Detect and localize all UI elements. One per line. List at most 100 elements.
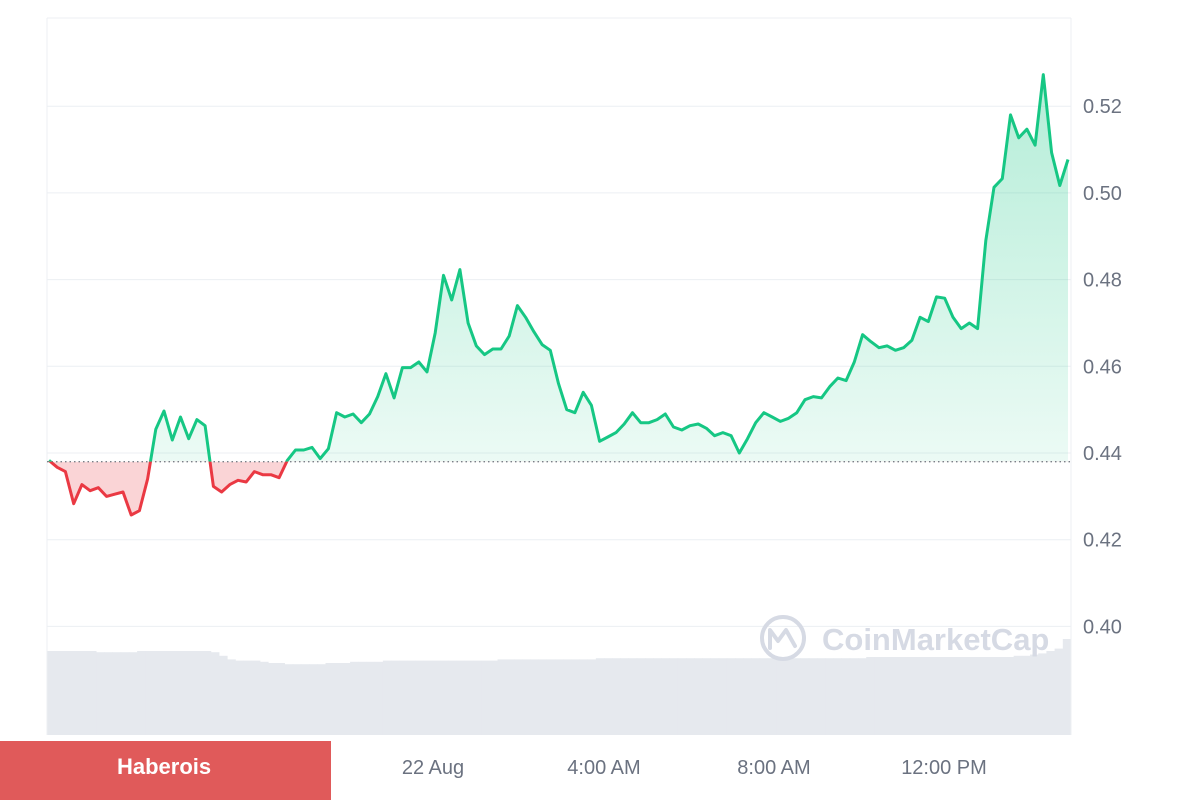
volume-bar — [71, 651, 81, 735]
volume-bar — [898, 657, 908, 735]
volume-bar — [202, 651, 212, 735]
volume-bar — [161, 651, 171, 735]
volume-bar — [735, 658, 744, 735]
volume-bar — [251, 660, 261, 735]
volume-bar — [907, 657, 916, 735]
y-tick-label: 0.48 — [1083, 270, 1122, 292]
volume-bar — [112, 652, 122, 735]
volume-bar — [55, 651, 64, 735]
volume-bar — [743, 658, 752, 735]
volume-bar — [374, 661, 384, 735]
volume-bar — [554, 659, 564, 735]
volume-bar — [890, 657, 900, 735]
volume-bar — [751, 658, 761, 735]
volume-bar — [415, 660, 425, 735]
volume-bar — [792, 658, 802, 735]
volume-bar — [268, 663, 277, 735]
volume-bar — [276, 663, 285, 735]
volume-bar — [440, 660, 449, 735]
volume-bar — [620, 658, 630, 735]
volume-bar — [587, 659, 597, 735]
volume-bar — [579, 659, 589, 735]
volume-bar — [1046, 651, 1056, 735]
volume-bar — [866, 657, 875, 735]
volume-bar — [432, 660, 441, 735]
volume-bar — [808, 658, 818, 735]
coinmarketcap-logo-icon — [760, 615, 806, 661]
volume-bar — [784, 658, 793, 735]
volume-bar — [96, 652, 105, 735]
volume-bar — [391, 660, 400, 735]
volume-bar — [858, 658, 867, 735]
y-tick-label: 0.44 — [1083, 443, 1122, 465]
volume-bar — [153, 651, 163, 735]
y-tick-label: 0.46 — [1083, 356, 1122, 378]
volume-bar — [1054, 648, 1064, 735]
price-line-down — [48, 461, 289, 517]
volume-bar — [997, 657, 1006, 735]
volume-bar — [227, 659, 236, 735]
volume-bar — [87, 651, 97, 735]
x-tick-label: 22 Aug — [402, 757, 464, 779]
volume-bar — [464, 660, 474, 735]
volume-bar — [1062, 639, 1072, 735]
volume-bar — [931, 657, 941, 735]
volume-bar — [317, 664, 326, 735]
price-line-up — [48, 73, 1070, 462]
volume-bar — [169, 651, 179, 735]
volume-bar — [841, 658, 851, 735]
volume-bar — [718, 658, 728, 735]
volume-bar — [366, 661, 376, 735]
volume-bar — [219, 655, 228, 735]
volume-bar — [120, 652, 130, 735]
volume-bar — [972, 657, 982, 735]
volume-bar — [825, 658, 834, 735]
volume-bar — [186, 651, 195, 735]
volume-bar — [882, 657, 892, 735]
volume-bar — [767, 658, 777, 735]
volume-bar — [194, 651, 204, 735]
volume-bar — [292, 664, 302, 735]
volume-bar — [628, 658, 638, 735]
volume-bar — [382, 660, 392, 735]
volume-bar — [563, 659, 572, 735]
volume-bar — [137, 651, 146, 735]
volume-bar — [653, 658, 662, 735]
volume-bar — [604, 658, 613, 735]
volume-bar — [456, 660, 466, 735]
volume-bar — [915, 657, 924, 735]
volume-bar — [939, 657, 949, 735]
volume-bar — [948, 657, 957, 735]
volume-bar — [481, 660, 490, 735]
volume-bar — [243, 660, 253, 735]
volume-bar — [513, 659, 523, 735]
volume-bar — [669, 658, 679, 735]
volume-bar — [1038, 653, 1047, 735]
volume-bar — [800, 658, 810, 735]
volume-bar — [546, 659, 556, 735]
volume-bar — [145, 651, 154, 735]
volume-bar — [497, 659, 507, 735]
volume-bars — [47, 639, 1072, 735]
volume-bar — [505, 659, 515, 735]
watermark: CoinMarketCap — [760, 615, 1049, 661]
volume-bar — [1030, 654, 1039, 735]
volume-bar — [79, 651, 89, 735]
x-tick-label: 4:00 AM — [567, 757, 640, 779]
volume-bar — [63, 651, 72, 735]
volume-bar — [989, 657, 998, 735]
volume-bar — [694, 658, 703, 735]
volume-bar — [661, 658, 670, 735]
volume-bar — [47, 651, 56, 735]
volume-bar — [538, 659, 548, 735]
volume-bar — [702, 658, 711, 735]
price-areas — [49, 74, 1068, 515]
volume-bar — [964, 657, 974, 735]
y-tick-label: 0.42 — [1083, 530, 1122, 552]
volume-bar — [210, 652, 220, 735]
volume-bar — [423, 660, 433, 735]
volume-bar — [726, 658, 736, 735]
volume-bar — [300, 664, 310, 735]
volume-bar — [259, 661, 269, 735]
